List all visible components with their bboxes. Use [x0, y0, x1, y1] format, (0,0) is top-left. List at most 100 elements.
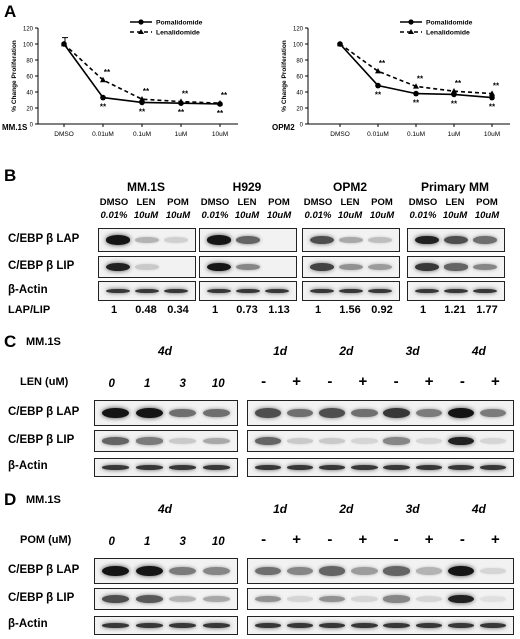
lane-label: POM — [268, 197, 290, 208]
blot-band — [254, 623, 282, 628]
ratio-row-label: LAP/LIP — [8, 304, 51, 316]
blot-band — [351, 408, 378, 418]
treatment-sign: - — [327, 373, 333, 390]
dose-label: 1 — [144, 536, 151, 548]
blot-strip — [247, 400, 514, 426]
blot-band — [338, 263, 364, 271]
treatment-sign: - — [261, 373, 267, 390]
blot-band — [309, 288, 334, 294]
blot-band — [309, 235, 334, 245]
blot-band — [287, 465, 314, 470]
blot-strip — [302, 228, 400, 252]
blot-band — [479, 596, 507, 602]
lane-label: DMSO — [200, 197, 230, 208]
point — [61, 40, 67, 47]
blot-band — [473, 236, 498, 244]
ratio-value: 1.13 — [268, 304, 290, 316]
sig-mark-bottom: ** — [489, 103, 496, 112]
dose-label: 10 — [211, 378, 225, 390]
lane-label: DMSO — [303, 197, 333, 208]
ratio-value: 1.21 — [444, 304, 466, 316]
blot-band — [254, 437, 282, 445]
dose-label: 0 — [108, 536, 115, 548]
panel-d-cell-line: MM.1S — [26, 494, 61, 506]
sig-mark-top: ** — [221, 91, 228, 100]
blot-row-label: C/EBP β LAP — [8, 405, 80, 418]
blot-band — [135, 407, 163, 419]
treatment-sign: - — [261, 531, 267, 548]
blot-band — [351, 465, 378, 470]
dose-label: 10uM — [133, 210, 159, 221]
lane-label: POM — [476, 197, 498, 208]
point — [375, 68, 381, 74]
blot-band — [102, 565, 130, 577]
x-tick-label: 0.1uM — [133, 131, 151, 138]
ratio-value: 1.56 — [339, 304, 361, 316]
treatment-sign: - — [393, 531, 399, 548]
blot-strip — [247, 430, 514, 452]
blot-band — [202, 465, 230, 470]
blot-band — [254, 566, 282, 576]
blot-strip — [247, 588, 514, 610]
blot-band — [309, 263, 334, 271]
dose-label: 10 — [211, 536, 225, 548]
point — [178, 98, 184, 104]
blot-band — [102, 595, 130, 603]
dose-label: 0.01% — [100, 210, 128, 221]
blot-band — [473, 288, 498, 294]
point — [100, 76, 106, 83]
panel-d-letter: D — [4, 490, 17, 509]
legend-label: Pomalidomide — [426, 20, 473, 27]
legend-marker — [138, 19, 144, 25]
sig-mark-bottom: ** — [217, 109, 224, 118]
sig-mark-bottom: ** — [375, 91, 382, 100]
blot-band — [368, 263, 393, 271]
blot-row-label: C/EBP β LAP — [8, 232, 80, 245]
blot-row-label: C/EBP β LAP — [8, 563, 80, 576]
ratio-value: 1 — [419, 304, 427, 316]
blot-band — [479, 465, 507, 470]
blot-band — [383, 566, 410, 576]
cell-line-title: H929 — [232, 180, 262, 194]
blot-band — [105, 288, 130, 294]
blot-band — [443, 263, 469, 271]
blot-strip — [407, 228, 505, 252]
ratio-value: 1.77 — [476, 304, 498, 316]
series-line — [339, 43, 493, 99]
sig-mark-bottom: ** — [178, 108, 185, 117]
x-tick-label: 0.01uM — [367, 131, 389, 138]
blot-band — [415, 465, 442, 470]
blot-band — [383, 408, 410, 418]
treatment-sign: - — [327, 531, 333, 548]
blot-strip — [302, 281, 400, 301]
point — [217, 100, 223, 106]
blot-band — [319, 595, 346, 603]
time-label: 4d — [157, 502, 172, 516]
lane-label: DMSO — [408, 197, 438, 208]
blot-row-label: C/EBP β LIP — [8, 259, 75, 272]
blot-row-label: C/EBP β LIP — [8, 433, 75, 446]
series-line — [63, 43, 221, 104]
dose-label: 10uM — [442, 210, 468, 221]
chart-opm2: 0 20 40 60 80 100 120 % Change Proliferation DMS… — [272, 19, 510, 138]
blot-band — [414, 263, 439, 271]
blot-band — [287, 438, 314, 444]
treatment-sign: + — [491, 531, 500, 548]
blot-band — [202, 437, 230, 445]
blot-band — [447, 465, 474, 470]
x-tick-label: 1uM — [448, 131, 461, 138]
cell-line-label: OPM2 — [272, 123, 295, 132]
blot-band — [169, 408, 197, 418]
lane-label: LEN — [237, 197, 257, 208]
blot-band — [202, 595, 230, 603]
y-axis-label: % Change Proliferation — [11, 40, 18, 112]
blot-strip — [98, 281, 196, 301]
sig-mark-top: ** — [417, 74, 424, 83]
sig-mark-top: ** — [143, 87, 150, 96]
blot-strip — [94, 616, 238, 635]
blot-band — [134, 236, 160, 244]
blot-strip — [247, 616, 514, 635]
legend-marker — [408, 29, 414, 34]
blot-band — [443, 288, 469, 294]
blot-band — [202, 566, 230, 576]
